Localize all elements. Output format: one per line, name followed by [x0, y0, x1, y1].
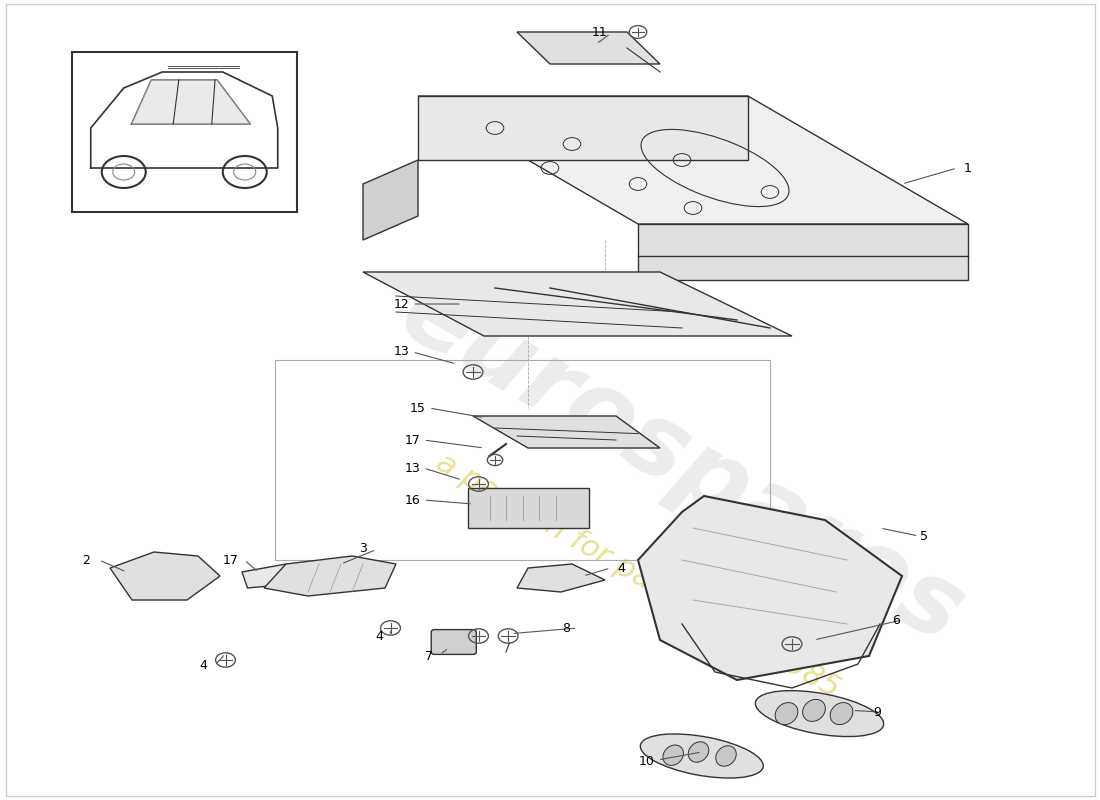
- Text: 2: 2: [81, 554, 90, 566]
- Text: 11: 11: [592, 26, 607, 38]
- Text: 8: 8: [562, 622, 571, 634]
- Ellipse shape: [830, 702, 852, 725]
- Polygon shape: [418, 96, 748, 160]
- Polygon shape: [638, 496, 902, 680]
- Text: 4: 4: [375, 630, 384, 642]
- Polygon shape: [473, 416, 660, 448]
- Text: a passion for parts since 1985: a passion for parts since 1985: [431, 448, 845, 704]
- Text: 17: 17: [223, 554, 239, 566]
- Polygon shape: [638, 224, 968, 280]
- Polygon shape: [363, 160, 418, 240]
- Text: 4: 4: [199, 659, 208, 672]
- Ellipse shape: [803, 699, 825, 722]
- Text: 15: 15: [410, 402, 426, 414]
- Ellipse shape: [756, 690, 883, 737]
- Polygon shape: [242, 564, 292, 588]
- Text: 1: 1: [964, 162, 972, 174]
- Text: 13: 13: [394, 346, 409, 358]
- Ellipse shape: [716, 746, 736, 766]
- Text: 12: 12: [394, 298, 409, 310]
- Text: 16: 16: [405, 494, 420, 506]
- Ellipse shape: [663, 745, 683, 766]
- Polygon shape: [132, 80, 250, 124]
- Text: 4: 4: [617, 562, 626, 574]
- Text: 6: 6: [892, 614, 901, 626]
- Polygon shape: [264, 556, 396, 596]
- Polygon shape: [363, 272, 792, 336]
- Ellipse shape: [689, 742, 708, 762]
- Polygon shape: [110, 552, 220, 600]
- Polygon shape: [517, 32, 660, 64]
- FancyBboxPatch shape: [431, 630, 476, 654]
- Text: 17: 17: [405, 434, 420, 446]
- Text: 3: 3: [359, 542, 367, 554]
- Text: 10: 10: [639, 755, 654, 768]
- Polygon shape: [517, 564, 605, 592]
- Polygon shape: [418, 96, 968, 224]
- FancyBboxPatch shape: [72, 52, 297, 212]
- Ellipse shape: [640, 734, 763, 778]
- Ellipse shape: [776, 702, 798, 725]
- FancyBboxPatch shape: [468, 488, 588, 528]
- Bar: [275, 360, 770, 560]
- Text: 7: 7: [425, 650, 433, 662]
- Text: 9: 9: [872, 706, 881, 718]
- Text: 5: 5: [920, 530, 928, 542]
- Text: 13: 13: [405, 462, 420, 474]
- Text: eurospares: eurospares: [384, 264, 980, 664]
